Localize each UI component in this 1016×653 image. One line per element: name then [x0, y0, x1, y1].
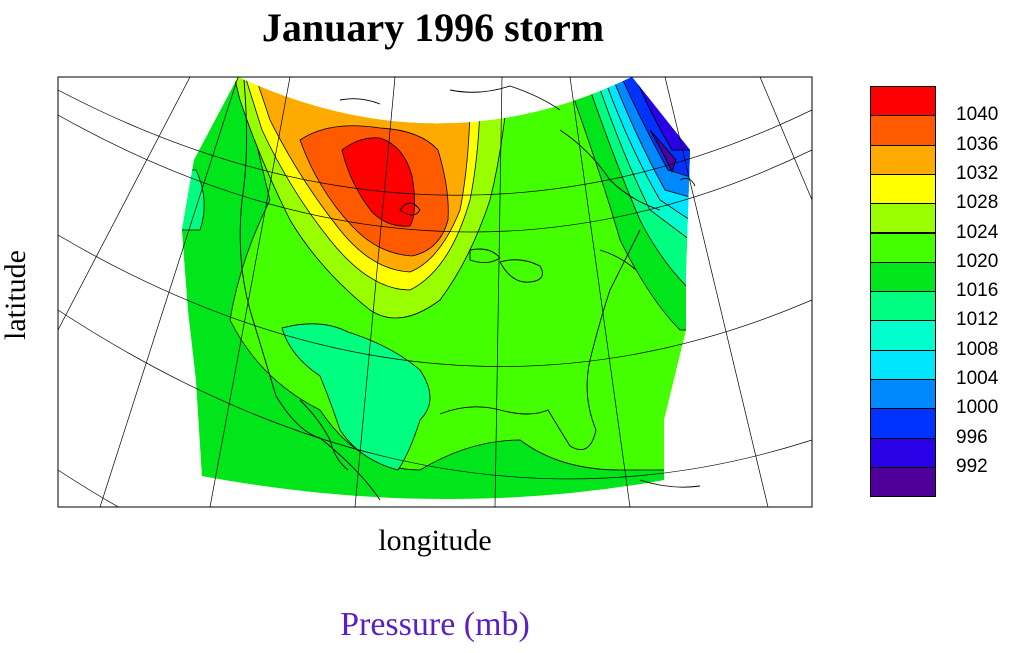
y-axis-label: latitude: [0, 250, 32, 340]
legend-label: 1008: [956, 338, 999, 360]
legend-label: 1000: [956, 397, 999, 419]
legend-swatch: [870, 408, 936, 439]
legend-swatch: [870, 466, 936, 498]
legend-swatch: [870, 349, 936, 380]
pressure-field: [58, 77, 812, 507]
legend-label: 1012: [956, 309, 999, 331]
contour-fill-1012-west: [281, 323, 431, 471]
legend-swatch: [870, 86, 936, 117]
contour-fill-988: [649, 129, 677, 174]
legend-label: 1004: [956, 368, 999, 389]
legend-swatch: [870, 379, 936, 410]
legend-label: 1040: [956, 104, 999, 126]
legend-label: 1036: [956, 133, 999, 155]
legend-swatch: [870, 437, 936, 468]
legend-swatch: [870, 203, 936, 234]
x-axis-label: longitude: [378, 524, 492, 557]
legend-swatch: [870, 291, 936, 322]
contour-fill-1040: [341, 137, 415, 227]
plot-frame: [57, 76, 813, 508]
legend-swatch: [870, 144, 936, 175]
legend-swatch: [870, 232, 936, 263]
coastlines: [239, 79, 701, 501]
legend-label: 1020: [956, 250, 999, 272]
legend-swatch: [870, 115, 936, 146]
legend-swatch: [870, 261, 936, 293]
legend-label: 1032: [956, 162, 999, 184]
footer-label: Pressure (mb): [340, 606, 530, 643]
legend-label: 992: [956, 455, 988, 477]
legend-label: 1024: [956, 221, 999, 243]
graticule: [58, 77, 812, 507]
contour-fill-1016: [182, 77, 690, 500]
legend-label: 1028: [956, 192, 999, 214]
page-title: January 1996 storm: [261, 5, 605, 50]
legend-swatch: [870, 173, 936, 205]
legend-label: 1016: [956, 280, 999, 302]
legend-label: 996: [956, 426, 988, 448]
legend-swatch: [870, 320, 936, 351]
